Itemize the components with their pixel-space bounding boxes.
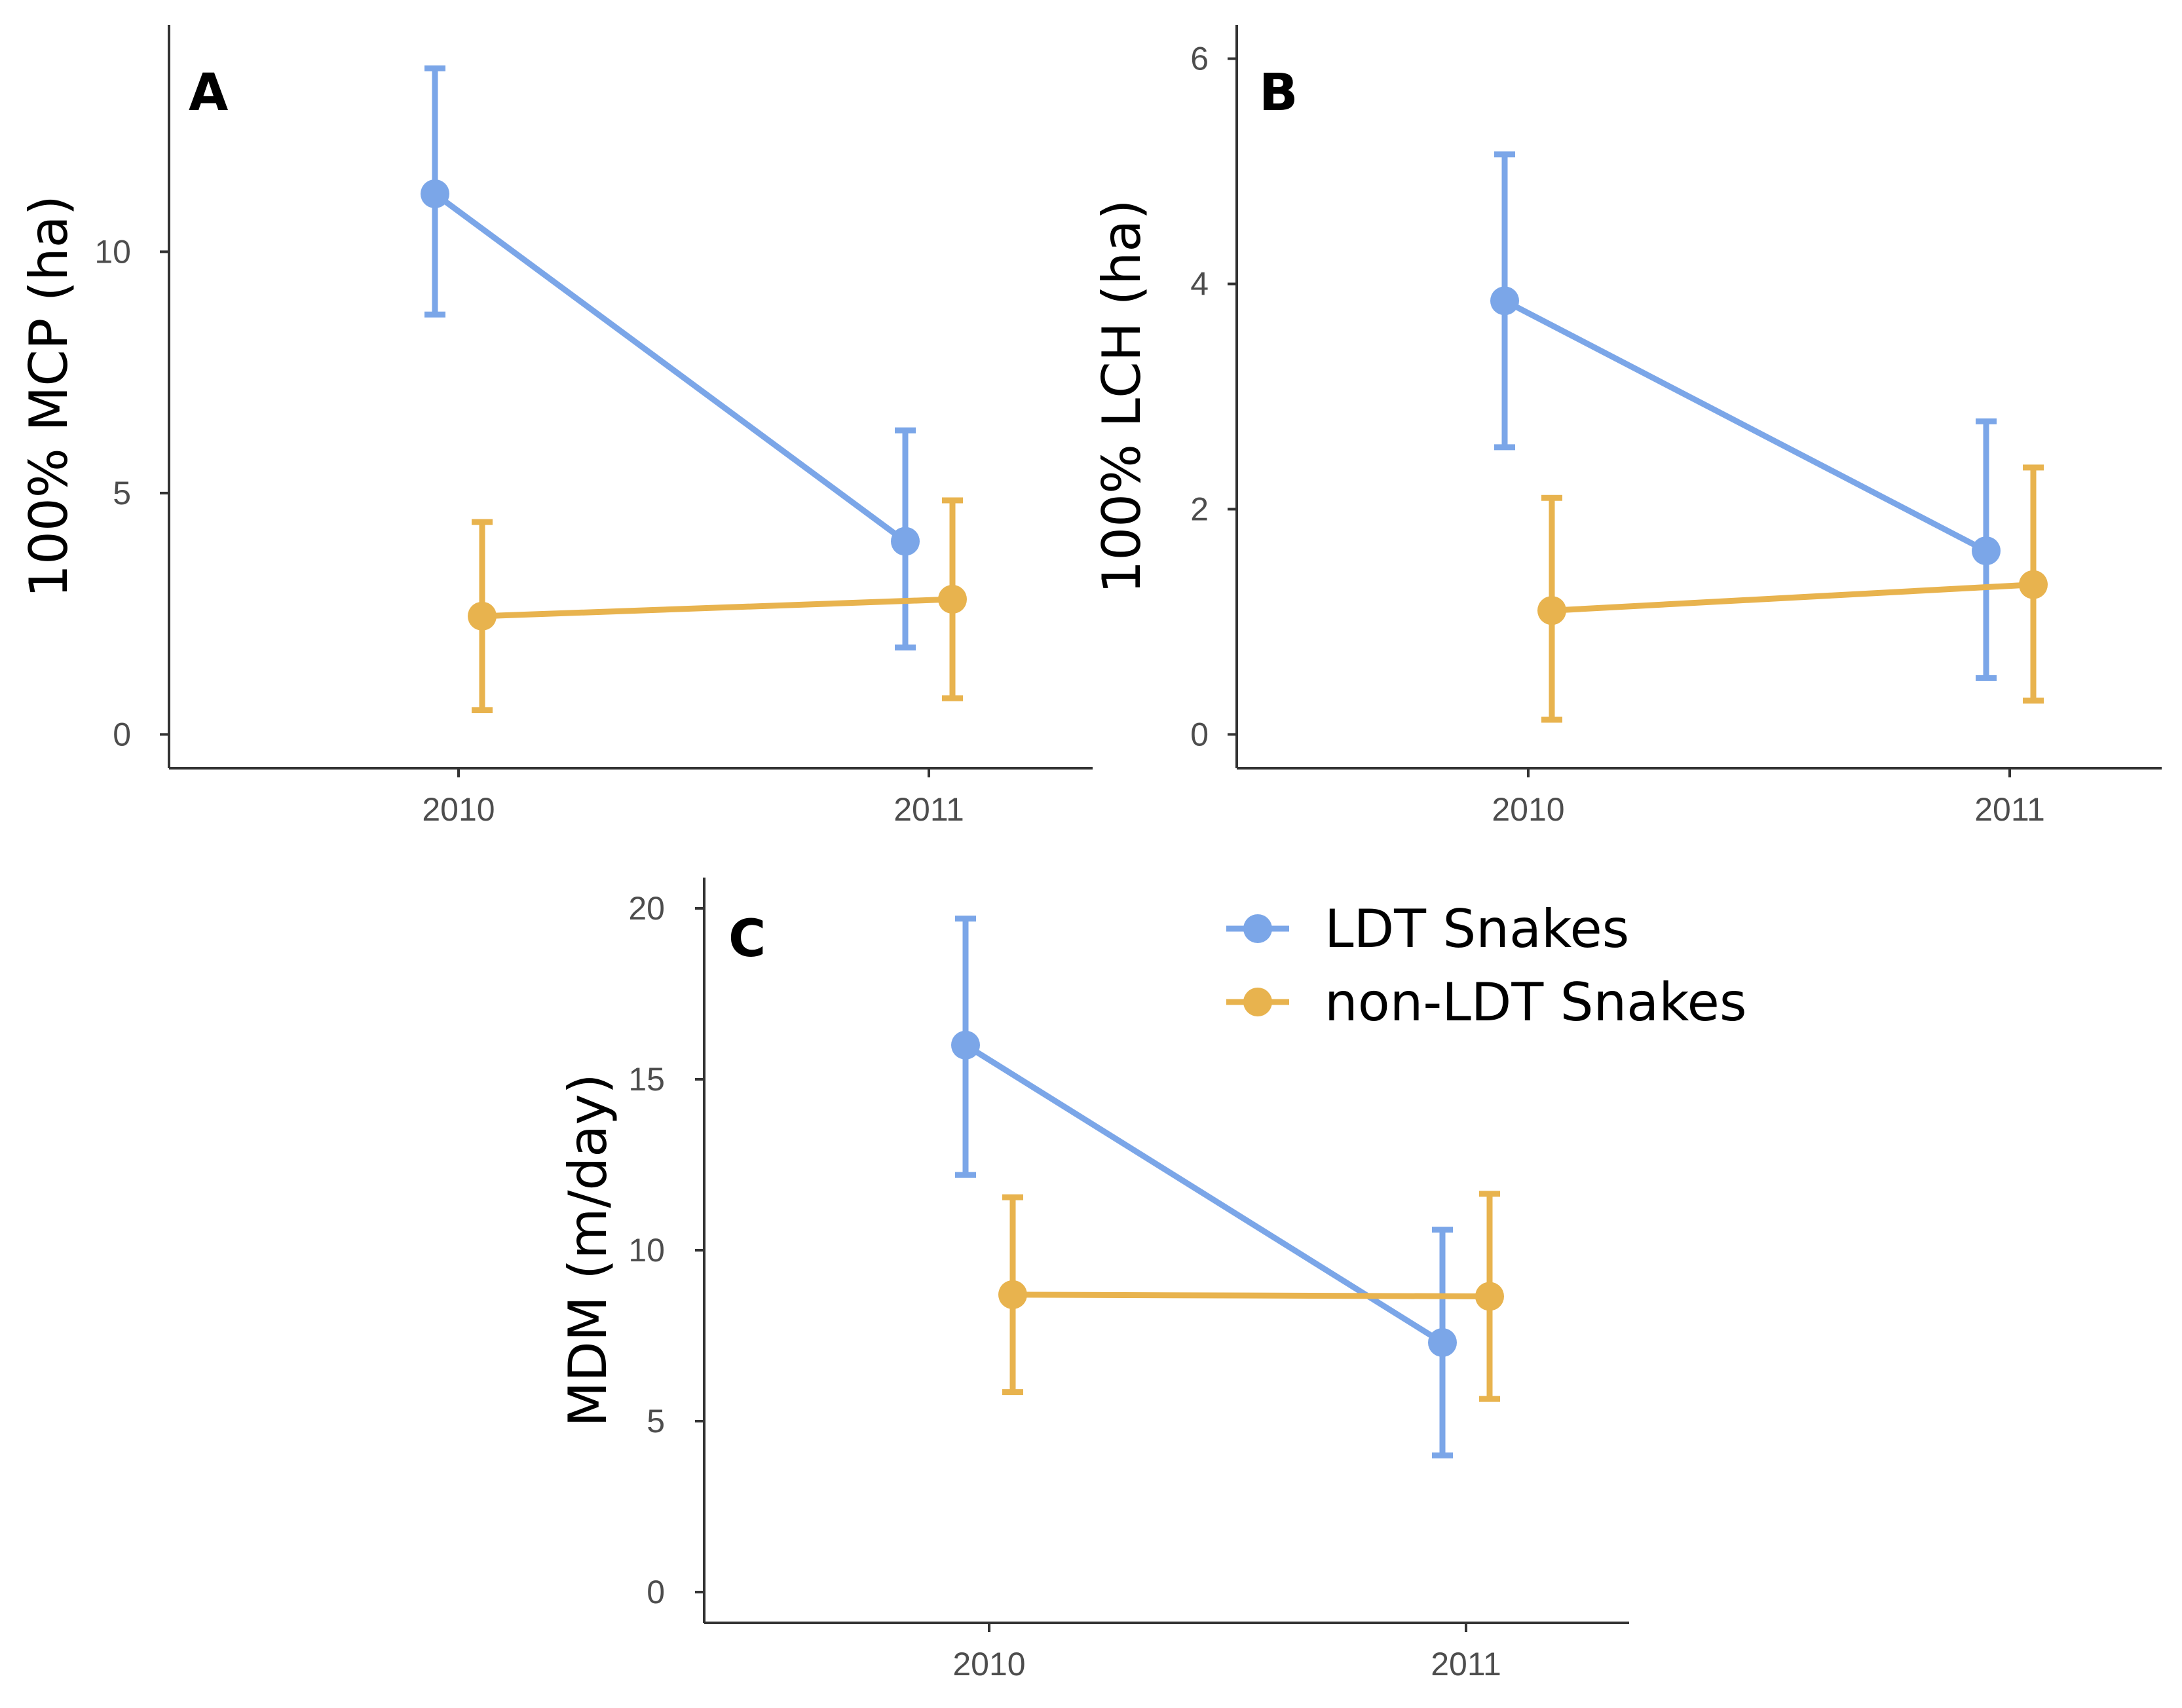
panel-tag: A (189, 64, 228, 122)
series-line (1012, 1291, 1490, 1299)
legend-entry: non-LDT Snakes (1226, 972, 1747, 1033)
y-axis-title: 100% LCH (ha) (1091, 199, 1152, 593)
data-point (951, 1030, 980, 1060)
legend: LDT Snakes non-LDT Snakes (1226, 899, 1747, 1033)
y-tick-label: 20 (628, 890, 665, 927)
panel-a: 0 5 10 2010 2011 100% MCP (ha) A (18, 25, 1093, 828)
x-tick-label: 2010 (952, 1646, 1025, 1682)
data-point (1475, 1282, 1504, 1311)
panel-b: 0 2 4 6 2010 2011 100% LCH (ha) B (1091, 25, 2162, 828)
panel-c: 0 5 10 15 20 2010 2011 MDM (m/day) C (557, 878, 1629, 1682)
y-tick-label: 0 (647, 1574, 665, 1610)
data-point (1972, 536, 2001, 566)
data-point (1490, 286, 1519, 316)
series-line (433, 191, 907, 544)
y-axis-title: MDM (m/day) (557, 1073, 618, 1427)
legend-label: non-LDT Snakes (1325, 972, 1747, 1033)
series-non-ldt (1537, 464, 2048, 723)
legend-entry: LDT Snakes (1226, 899, 1629, 959)
panel-tag: B (1259, 64, 1298, 122)
series-non-ldt (468, 497, 967, 714)
data-point (2019, 570, 2048, 599)
y-tick-label: 5 (113, 475, 131, 511)
series-non-ldt (998, 1191, 1504, 1402)
y-tick-label: 2 (1190, 491, 1209, 527)
data-point (468, 601, 497, 631)
series-ldt (951, 916, 1457, 1458)
x-tick-label: 2011 (1974, 791, 2045, 828)
y-tick-label: 5 (647, 1403, 665, 1439)
x-tick-label: 2010 (422, 791, 495, 828)
series-line (964, 1042, 1444, 1345)
y-tick-label: 0 (113, 716, 131, 752)
data-point (891, 527, 920, 556)
y-tick-label: 10 (94, 233, 131, 270)
x-tick-label: 2011 (893, 791, 964, 828)
series-line (1551, 582, 2034, 614)
x-tick-label: 2010 (1492, 791, 1564, 828)
data-point (421, 179, 449, 208)
y-tick-label: 4 (1190, 266, 1209, 303)
y-tick-label: 6 (1190, 41, 1209, 77)
series-ldt (421, 65, 920, 651)
data-point (938, 585, 967, 614)
legend-swatch-point (1243, 988, 1272, 1016)
legend-label: LDT Snakes (1325, 899, 1629, 959)
y-tick-label: 15 (628, 1061, 665, 1098)
legend-swatch-point (1243, 914, 1272, 943)
panel-tag: C (728, 910, 766, 969)
y-tick-label: 10 (628, 1232, 665, 1269)
series-line (481, 596, 953, 620)
data-point (1428, 1327, 1457, 1357)
data-point (998, 1280, 1027, 1309)
data-point (1537, 596, 1566, 625)
series-line (1503, 298, 1988, 554)
y-axis-title: 100% MCP (ha) (18, 195, 79, 598)
x-tick-label: 2011 (1431, 1646, 1501, 1682)
y-tick-label: 0 (1190, 716, 1209, 752)
series-ldt (1490, 151, 2001, 681)
